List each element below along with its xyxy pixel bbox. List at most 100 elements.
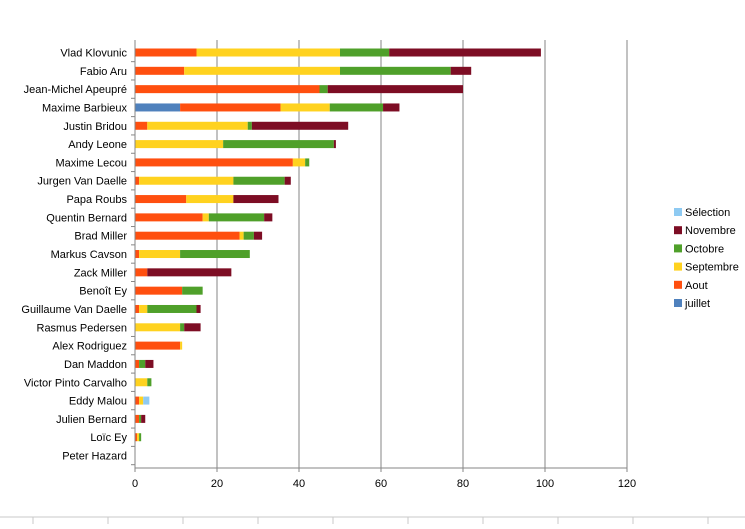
- bar-segment: [135, 414, 140, 423]
- bar-segment: [139, 396, 144, 405]
- category-label: Rasmus Pedersen: [37, 322, 128, 334]
- x-tick-label: 80: [457, 478, 469, 490]
- bar-segment: [139, 176, 234, 185]
- bar-segment: [233, 195, 279, 204]
- bar-segment: [139, 250, 181, 259]
- bar-segment: [233, 176, 285, 185]
- bar-segment: [196, 304, 201, 313]
- bar-segment: [305, 158, 310, 167]
- legend-swatch: [674, 262, 682, 271]
- bar-segment: [139, 433, 142, 442]
- bar-segment: [137, 433, 140, 442]
- bar-segment: [135, 378, 148, 387]
- bar-segment: [389, 48, 541, 57]
- tick-label-layer: 0 20 40 60 80 100 120: [132, 478, 636, 490]
- sheet-bottom-strip: [0, 516, 745, 524]
- legend-label: Octobre: [685, 243, 724, 255]
- category-label: Justin Bridou: [63, 121, 127, 133]
- category-label: Andy Leone: [68, 139, 127, 151]
- category-label: Guillaume Van Daelle: [21, 304, 127, 316]
- x-tick-label: 20: [211, 478, 223, 490]
- category-label: Loïc Ey: [90, 432, 127, 444]
- bar-segment: [292, 158, 306, 167]
- bar-segment: [143, 396, 150, 405]
- x-tick-label: 0: [132, 478, 138, 490]
- bar-segment: [253, 231, 263, 240]
- bar-segment: [141, 414, 146, 423]
- bar-segment: [139, 304, 148, 313]
- bar-segment: [327, 85, 463, 94]
- x-tick-label: 60: [375, 478, 387, 490]
- bar-segment: [135, 213, 203, 222]
- category-label: Jean-Michel Apeupré: [24, 84, 127, 96]
- bar-segment: [135, 250, 140, 259]
- legend-label: Aout: [685, 280, 708, 292]
- bar-segment: [135, 359, 140, 368]
- x-tick-label: 40: [293, 478, 305, 490]
- category-label: Vlad Klovunic: [60, 48, 127, 60]
- bar-segment: [340, 66, 451, 75]
- category-label: Eddy Malou: [69, 396, 127, 408]
- legend-swatch: [674, 226, 682, 235]
- x-tick-label: 100: [536, 478, 554, 490]
- category-label: Julien Bernard: [56, 414, 127, 426]
- bar-segment: [135, 140, 224, 149]
- bar-segment: [196, 48, 340, 57]
- legend-label: Septembre: [685, 262, 739, 274]
- bar-segment: [135, 121, 148, 130]
- category-label: Maxime Lecou: [55, 157, 127, 169]
- bar-segment: [450, 66, 472, 75]
- bar-segment: [280, 103, 330, 112]
- bar-segment: [135, 341, 181, 350]
- bar-segment: [135, 66, 185, 75]
- bar-segment: [135, 231, 240, 240]
- bar-segment: [145, 359, 154, 368]
- bar-segment: [182, 286, 203, 295]
- bar-segment: [135, 195, 187, 204]
- category-label-layer: Vlad Klovunic Fabio Aru Jean-Michel Apeupr…: [21, 48, 127, 463]
- legend-swatch: [674, 244, 682, 253]
- bar-segment: [251, 121, 349, 130]
- category-label: Quentin Bernard: [46, 212, 127, 224]
- bar-segment: [135, 48, 197, 57]
- category-label: Alex Rodriguez: [52, 341, 127, 353]
- bar-segment: [319, 85, 328, 94]
- category-label: Zack Miller: [74, 267, 128, 279]
- bar-segment: [135, 304, 140, 313]
- bar-segment: [147, 121, 248, 130]
- bar-segment: [180, 341, 183, 350]
- bar-segment: [139, 414, 142, 423]
- bar-segment: [186, 195, 234, 204]
- category-label: Fabio Aru: [80, 66, 127, 78]
- bar-segment: [239, 231, 244, 240]
- bar-segment: [147, 304, 197, 313]
- bar-segment: [135, 268, 148, 277]
- bar-segment: [180, 103, 281, 112]
- bar-segment: [135, 158, 293, 167]
- category-label: Victor Pinto Carvalho: [24, 377, 127, 389]
- category-label: Maxime Barbieux: [42, 102, 127, 114]
- category-label: Peter Hazard: [62, 451, 127, 463]
- bar-segment: [180, 323, 185, 332]
- bar-segment: [208, 213, 265, 222]
- bar-layer: [135, 48, 541, 442]
- category-label: Dan Maddon: [64, 359, 127, 371]
- bar-segment: [223, 140, 334, 149]
- legend-swatch: [674, 299, 682, 307]
- bar-segment: [135, 286, 183, 295]
- bar-segment: [135, 433, 138, 442]
- category-label: Benoît Ey: [79, 286, 127, 298]
- bar-segment: [147, 268, 232, 277]
- bar-segment: [184, 66, 340, 75]
- bar-segment: [135, 176, 140, 185]
- bar-segment: [147, 378, 152, 387]
- category-label: Brad Miller: [74, 231, 127, 243]
- category-label: Jurgen Van Daelle: [37, 176, 127, 188]
- bar-segment: [135, 323, 181, 332]
- bar-segment: [243, 231, 254, 240]
- bar-segment: [247, 121, 252, 130]
- bar-segment: [333, 140, 336, 149]
- bar-segment: [184, 323, 201, 332]
